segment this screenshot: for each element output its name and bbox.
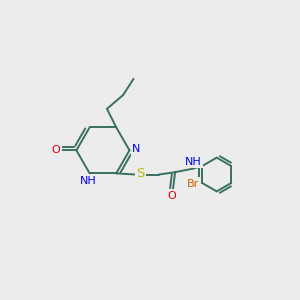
Text: NH: NH (80, 176, 97, 186)
Text: Br: Br (187, 179, 200, 189)
Text: O: O (168, 191, 176, 201)
Text: O: O (52, 145, 60, 155)
Text: NH: NH (184, 157, 201, 167)
Text: S: S (136, 167, 145, 180)
Text: N: N (132, 144, 141, 154)
